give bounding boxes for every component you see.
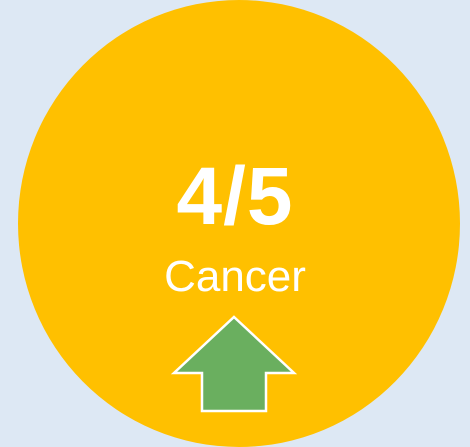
score-value: 4/5 (176, 151, 294, 242)
category-label: Cancer (164, 252, 306, 301)
arrow-up-icon (170, 315, 298, 413)
